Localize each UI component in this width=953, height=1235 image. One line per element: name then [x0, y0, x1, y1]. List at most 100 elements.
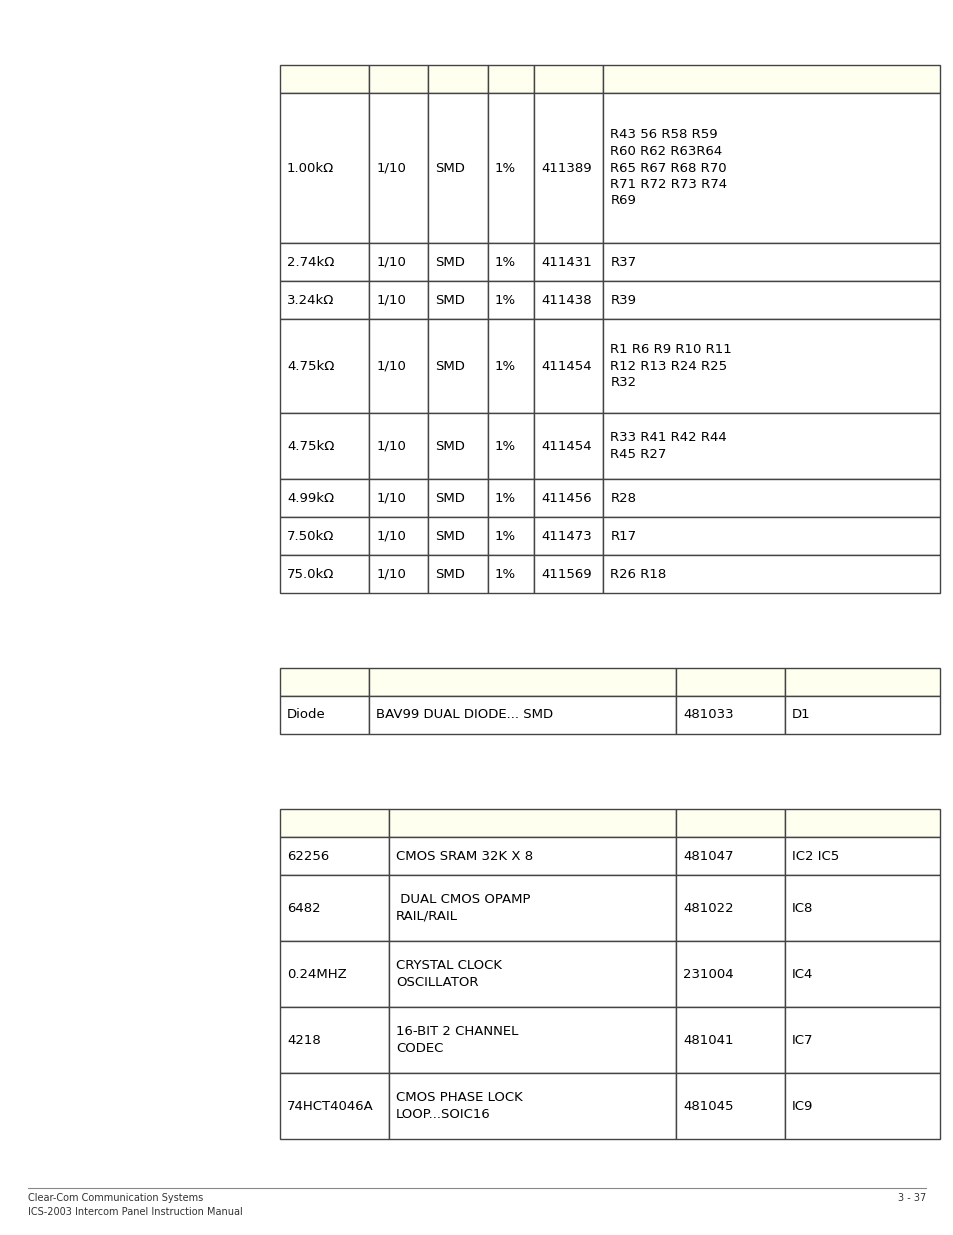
Bar [369, 517, 428, 555]
Bar [784, 1073, 939, 1139]
Bar [280, 65, 369, 93]
Text: 74HCT4046A: 74HCT4046A [287, 1099, 374, 1113]
Bar [280, 1073, 389, 1139]
Text: IC2 IC5: IC2 IC5 [791, 850, 839, 862]
Text: IC8: IC8 [791, 902, 812, 914]
Text: 7.50kΩ: 7.50kΩ [287, 530, 334, 542]
Bar [428, 282, 487, 319]
Text: SMD: SMD [435, 440, 465, 452]
Bar [676, 941, 784, 1007]
Bar [389, 837, 676, 876]
Bar [602, 555, 939, 593]
Bar [280, 555, 369, 593]
Bar [534, 282, 602, 319]
Text: 1%: 1% [495, 359, 516, 373]
Bar [369, 412, 428, 479]
Text: 3 - 37: 3 - 37 [897, 1193, 925, 1203]
Bar [369, 243, 428, 282]
Text: 1%: 1% [495, 568, 516, 580]
Text: IC9: IC9 [791, 1099, 812, 1113]
Text: 1/10: 1/10 [375, 162, 406, 174]
Text: R1 R6 R9 R10 R11
R12 R13 R24 R25
R32: R1 R6 R9 R10 R11 R12 R13 R24 R25 R32 [610, 343, 731, 389]
Text: BAV99 DUAL DIODE... SMD: BAV99 DUAL DIODE... SMD [375, 709, 553, 721]
Bar [369, 93, 428, 243]
Bar [369, 282, 428, 319]
Text: 1/10: 1/10 [375, 568, 406, 580]
Text: 0.24MHZ: 0.24MHZ [287, 967, 346, 981]
Bar [280, 319, 369, 412]
Bar [534, 93, 602, 243]
Text: R28: R28 [610, 492, 636, 505]
Bar [676, 876, 784, 941]
Text: CRYSTAL CLOCK
OSCILLATOR: CRYSTAL CLOCK OSCILLATOR [395, 960, 501, 989]
Text: 1/10: 1/10 [375, 492, 406, 505]
Text: R37: R37 [610, 256, 636, 268]
Bar [602, 282, 939, 319]
Text: 411389: 411389 [540, 162, 591, 174]
Bar [428, 65, 487, 93]
Bar [369, 319, 428, 412]
Bar [428, 555, 487, 593]
Text: 6482: 6482 [287, 902, 320, 914]
Text: 1/10: 1/10 [375, 294, 406, 306]
Bar [676, 1073, 784, 1139]
Text: 4.75kΩ: 4.75kΩ [287, 440, 334, 452]
Text: 4218: 4218 [287, 1034, 320, 1046]
Bar [428, 412, 487, 479]
Text: CMOS PHASE LOCK
LOOP...SOIC16: CMOS PHASE LOCK LOOP...SOIC16 [395, 1092, 522, 1120]
Text: 62256: 62256 [287, 850, 329, 862]
Bar [487, 517, 534, 555]
Text: IC7: IC7 [791, 1034, 813, 1046]
Text: 1.00kΩ: 1.00kΩ [287, 162, 334, 174]
Bar [280, 668, 369, 697]
Bar [602, 93, 939, 243]
Bar [280, 517, 369, 555]
Bar [784, 876, 939, 941]
Bar [369, 555, 428, 593]
Text: SMD: SMD [435, 359, 465, 373]
Text: 1%: 1% [495, 440, 516, 452]
Bar [369, 697, 676, 734]
Bar [784, 697, 939, 734]
Bar [487, 243, 534, 282]
Bar [534, 555, 602, 593]
Text: SMD: SMD [435, 492, 465, 505]
Bar [534, 319, 602, 412]
Text: 1%: 1% [495, 162, 516, 174]
Bar [487, 319, 534, 412]
Bar [428, 93, 487, 243]
Text: SMD: SMD [435, 568, 465, 580]
Bar [534, 479, 602, 517]
Bar [784, 1007, 939, 1073]
Text: 411438: 411438 [540, 294, 591, 306]
Text: 1/10: 1/10 [375, 440, 406, 452]
Text: Diode: Diode [287, 709, 325, 721]
Bar [534, 243, 602, 282]
Bar [280, 243, 369, 282]
Text: 1/10: 1/10 [375, 359, 406, 373]
Bar [280, 809, 389, 837]
Bar [784, 809, 939, 837]
Text: SMD: SMD [435, 162, 465, 174]
Bar [428, 319, 487, 412]
Text: 411454: 411454 [540, 440, 591, 452]
Bar [487, 65, 534, 93]
Bar [487, 479, 534, 517]
Text: 16-BIT 2 CHANNEL
CODEC: 16-BIT 2 CHANNEL CODEC [395, 1025, 517, 1055]
Bar [784, 941, 939, 1007]
Bar [602, 65, 939, 93]
Bar [602, 479, 939, 517]
Bar [428, 243, 487, 282]
Text: 3.24kΩ: 3.24kΩ [287, 294, 334, 306]
Bar [534, 65, 602, 93]
Bar [602, 319, 939, 412]
Bar [534, 412, 602, 479]
Bar [676, 1007, 784, 1073]
Text: R43 56 R58 R59
R60 R62 R63R64
R65 R67 R68 R70
R71 R72 R73 R74
R69: R43 56 R58 R59 R60 R62 R63R64 R65 R67 R6… [610, 128, 727, 207]
Bar [389, 1073, 676, 1139]
Text: 1/10: 1/10 [375, 530, 406, 542]
Text: 411431: 411431 [540, 256, 591, 268]
Bar [280, 837, 389, 876]
Bar [389, 941, 676, 1007]
Bar [369, 479, 428, 517]
